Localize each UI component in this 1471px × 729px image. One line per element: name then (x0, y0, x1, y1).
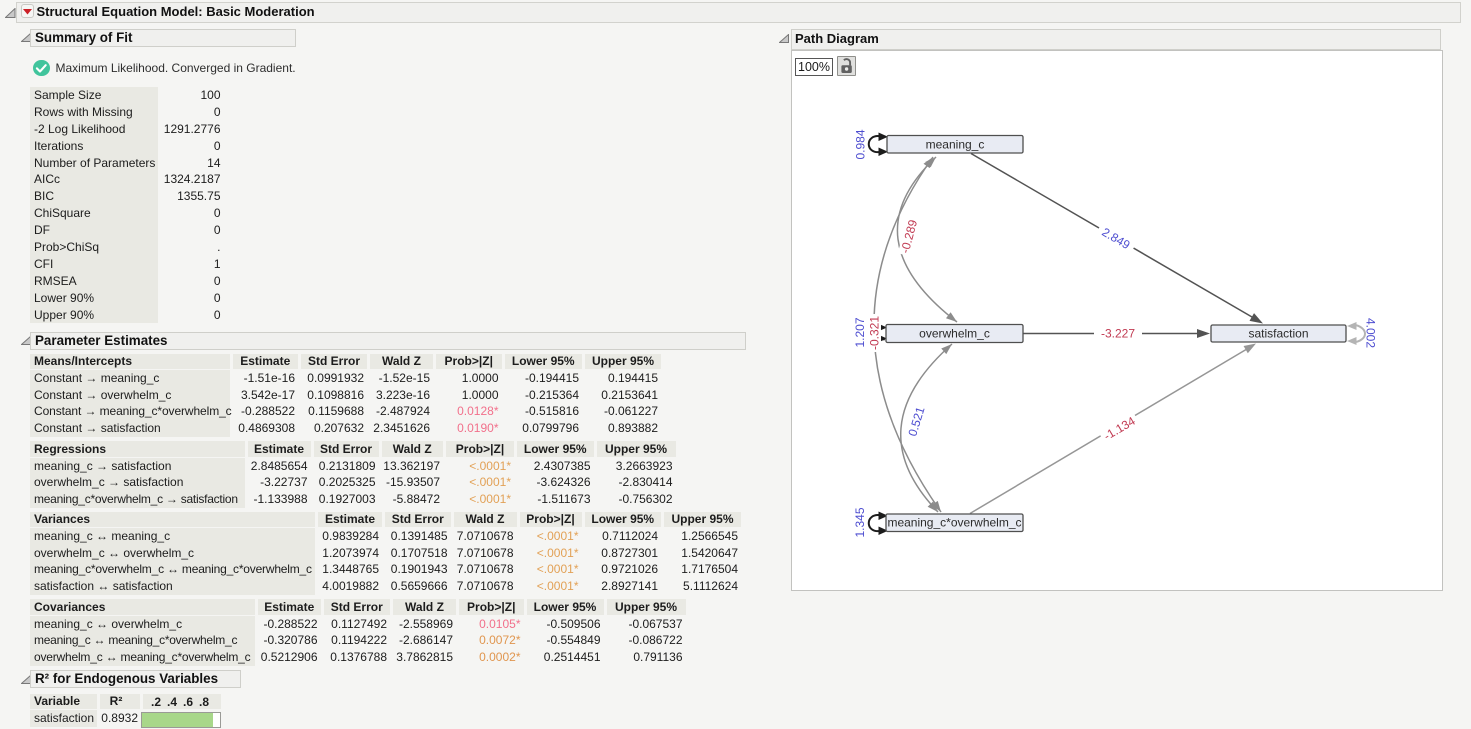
svg-text:4.002: 4.002 (1364, 318, 1378, 348)
svg-text:-1.134: -1.134 (1101, 414, 1138, 443)
svg-text:0.521: 0.521 (905, 405, 927, 438)
svg-text:0.984: 0.984 (854, 129, 868, 159)
svg-text:1.207: 1.207 (853, 317, 867, 347)
svg-text:meaning_c*overwhelm_c: meaning_c*overwhelm_c (887, 516, 1021, 530)
svg-text:-0.289: -0.289 (898, 218, 920, 255)
svg-text:-0.321: -0.321 (868, 316, 882, 350)
svg-text:-3.227: -3.227 (1101, 327, 1135, 341)
svg-text:meaning_c: meaning_c (926, 138, 985, 152)
svg-text:overwhelm_c: overwhelm_c (919, 327, 990, 341)
svg-text:satisfaction: satisfaction (1248, 327, 1308, 341)
svg-text:1.345: 1.345 (853, 507, 867, 537)
